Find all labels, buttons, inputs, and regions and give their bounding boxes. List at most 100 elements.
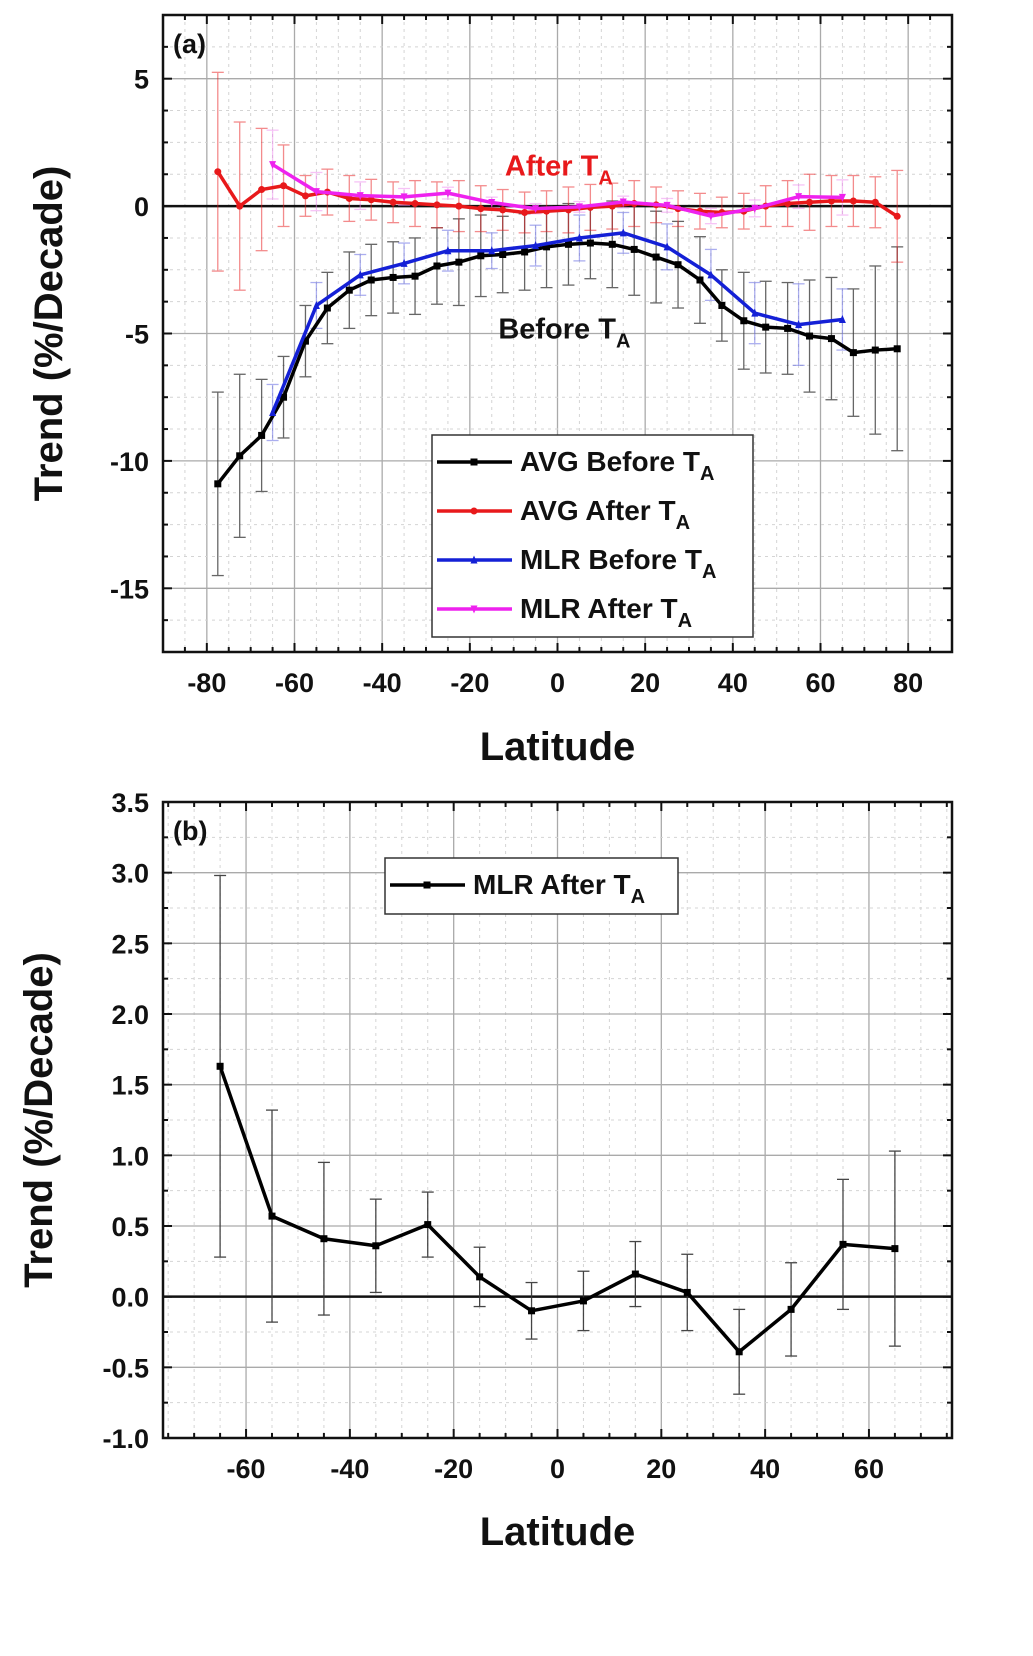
data-point	[424, 1221, 432, 1229]
legend-label-main: MLR After T	[473, 869, 631, 900]
data-point	[707, 270, 715, 279]
annotation-main: After T	[505, 151, 599, 183]
data-point	[477, 205, 485, 213]
data-point	[532, 205, 540, 214]
data-point	[455, 258, 463, 266]
data-point	[827, 197, 835, 205]
x-tick-label: -60	[227, 1454, 266, 1484]
series-mlr-before-ta	[269, 228, 846, 416]
data-point	[470, 458, 478, 466]
data-point	[575, 203, 583, 212]
y-tick-label: -0.5	[102, 1353, 149, 1383]
data-point	[356, 270, 364, 279]
y-tick-label: 2.5	[111, 929, 149, 959]
legend-label-main: MLR Before T	[520, 544, 702, 575]
annotation: Before TA	[498, 314, 630, 353]
data-point	[827, 335, 835, 343]
y-axis-label: Trend (%/Decade)	[27, 166, 71, 502]
x-axis-label: Latitude	[480, 1510, 636, 1554]
data-point	[740, 317, 748, 325]
legend-label-subscript: A	[631, 886, 645, 908]
data-point	[258, 186, 266, 194]
panel-label: (a)	[173, 29, 206, 59]
legend-label: MLR After TA	[520, 593, 692, 632]
x-tick-label: -40	[363, 668, 402, 698]
data-point	[499, 251, 507, 259]
data-point	[423, 881, 431, 889]
data-point	[455, 202, 463, 210]
series-mlr-after-ta	[269, 161, 846, 221]
x-tick-label: -60	[275, 668, 314, 698]
data-point	[630, 245, 638, 253]
series-mlr-after-ta	[216, 1062, 899, 1356]
data-point	[751, 308, 759, 317]
data-point	[849, 349, 857, 357]
data-point	[367, 276, 375, 284]
y-tick-label: 2.0	[111, 1000, 149, 1030]
data-point	[795, 320, 803, 329]
data-point	[619, 198, 627, 207]
legend: MLR After TA	[384, 857, 679, 915]
data-point	[400, 193, 408, 202]
data-point	[301, 192, 309, 200]
plot-frame	[161, 800, 954, 1440]
series-line	[270, 231, 843, 414]
data-point	[891, 1245, 899, 1253]
legend-label: AVG Before TA	[520, 446, 714, 485]
data-point	[795, 193, 803, 202]
data-point	[477, 252, 485, 260]
data-point	[367, 196, 375, 204]
data-point	[312, 188, 320, 197]
data-point	[619, 228, 627, 237]
x-tick-label: -80	[187, 668, 226, 698]
data-point	[787, 1305, 795, 1313]
legend-label-subscript: A	[678, 610, 692, 632]
data-point	[784, 324, 792, 332]
data-point	[663, 242, 671, 251]
legend-label-subscript: A	[676, 512, 690, 534]
data-point	[389, 198, 397, 206]
y-tick-label: 3.0	[111, 859, 149, 889]
y-tick-label: -10	[110, 447, 149, 477]
x-tick-label: 80	[893, 668, 923, 698]
data-point	[762, 323, 770, 331]
series-line	[216, 241, 898, 485]
series-line	[218, 1065, 896, 1354]
data-point	[893, 345, 901, 353]
data-point	[216, 1062, 224, 1070]
data-point	[735, 1348, 743, 1356]
x-tick-label: 20	[630, 668, 660, 698]
chart-panel-b: -60 -40 -20 0 20 40 60 3.5 3.0 2.5 2.0 1.5 1.0 0.5 0.0…	[17, 788, 954, 1554]
series-avg-before-ta	[214, 239, 901, 488]
x-tick-label: 40	[750, 1454, 780, 1484]
y-tick-label: -15	[110, 574, 149, 604]
y-tick-label: -1.0	[102, 1424, 149, 1454]
data-point	[411, 200, 419, 208]
data-point	[707, 212, 715, 221]
x-tick-label: 60	[805, 668, 835, 698]
x-tick-label: 20	[646, 1454, 676, 1484]
data-point	[268, 1212, 276, 1220]
data-point	[683, 1288, 691, 1296]
legend-label-main: MLR After T	[520, 593, 678, 624]
y-tick-label: -5	[125, 320, 149, 350]
data-point	[871, 346, 879, 354]
data-point	[564, 240, 572, 248]
legend-label-main: AVG After T	[520, 495, 676, 526]
x-tick-label: 40	[718, 668, 748, 698]
y-tick-label: 0.0	[111, 1283, 149, 1313]
legend-label: AVG After TA	[520, 495, 690, 534]
legend-label-subscript: A	[700, 463, 714, 485]
data-point	[214, 168, 222, 176]
data-point	[433, 262, 441, 270]
data-point	[280, 393, 288, 401]
data-point	[411, 272, 419, 280]
data-point	[839, 1240, 847, 1248]
data-point	[631, 1270, 639, 1278]
data-point	[280, 182, 288, 190]
data-point	[389, 273, 397, 281]
data-point	[543, 243, 551, 251]
data-point	[214, 480, 222, 488]
